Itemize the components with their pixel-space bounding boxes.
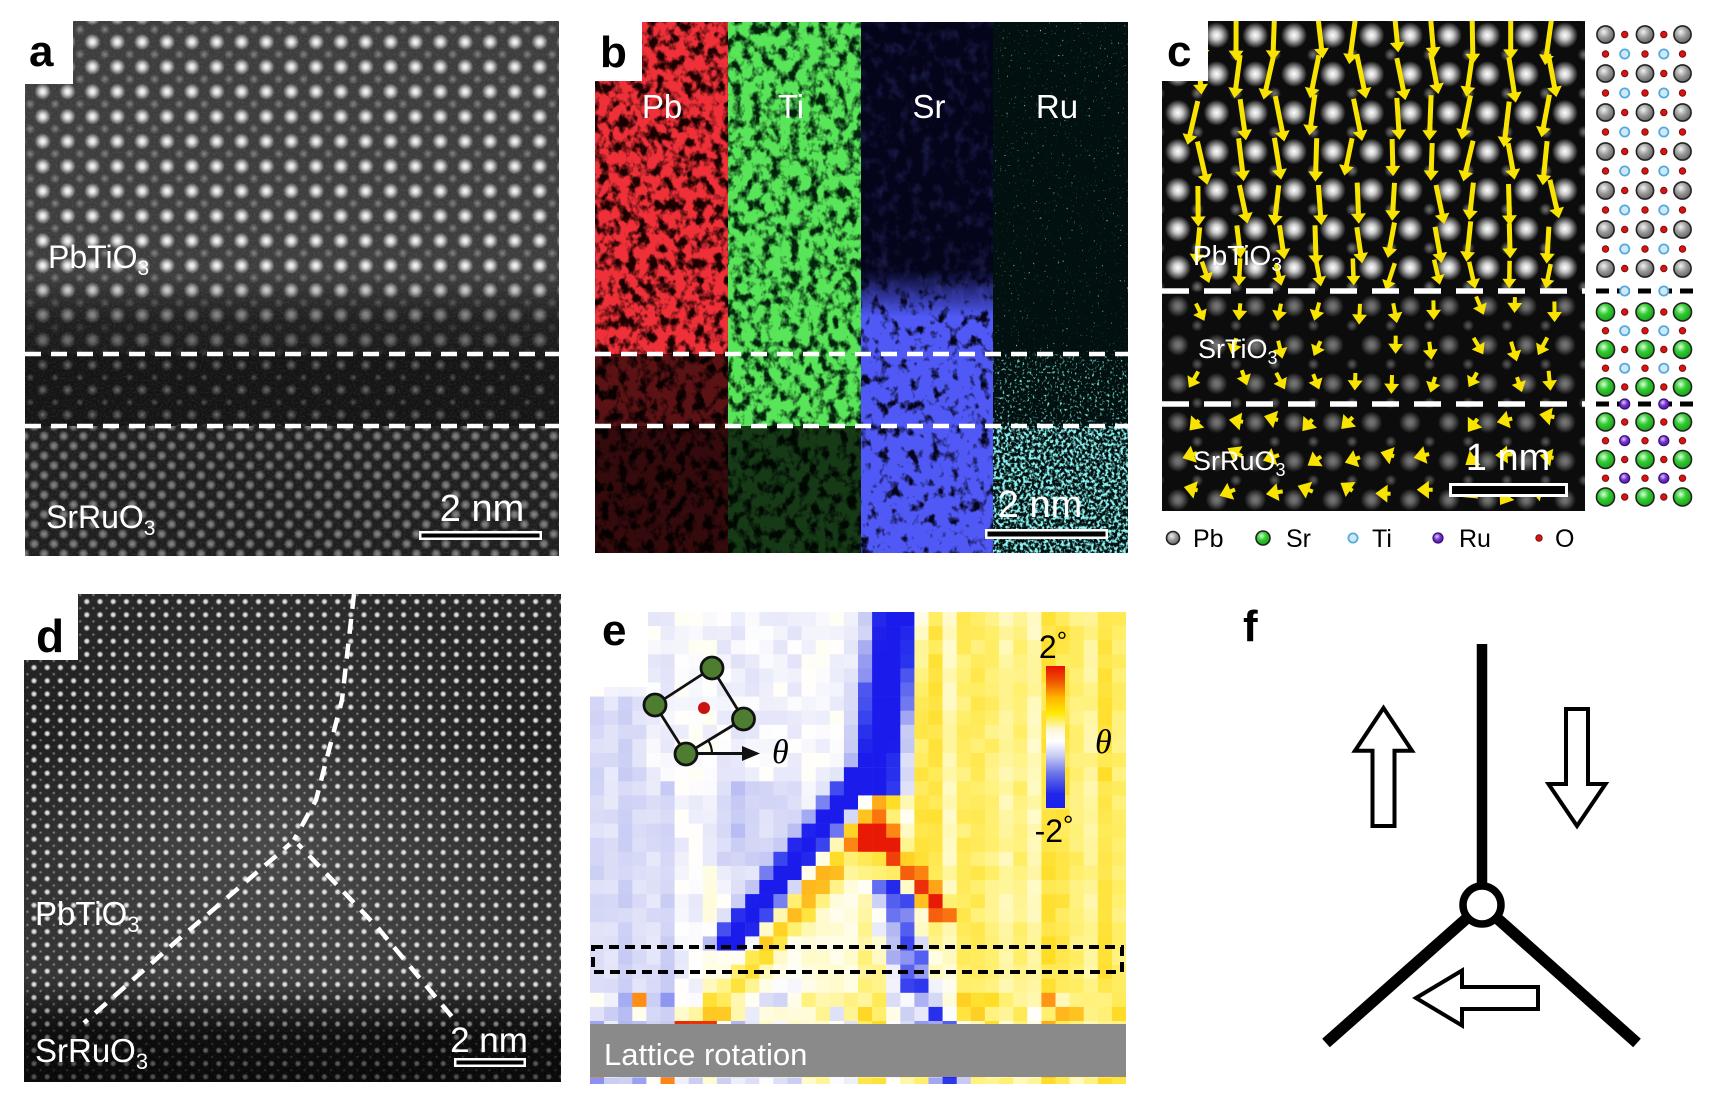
svg-text:Pb: Pb	[1193, 525, 1224, 553]
svg-text:c: c	[1167, 27, 1191, 76]
svg-text:PbTiO3: PbTiO3	[1193, 240, 1282, 276]
svg-text:PbTiO3: PbTiO3	[48, 239, 149, 280]
svg-text:2 nm: 2 nm	[450, 1021, 528, 1060]
svg-text:a: a	[29, 27, 54, 76]
svg-text:θ: θ	[772, 734, 789, 771]
svg-text:Sr: Sr	[913, 88, 946, 125]
svg-text:SrTiO3: SrTiO3	[1198, 334, 1278, 368]
svg-text:b: b	[600, 28, 627, 77]
svg-text:d: d	[36, 610, 64, 662]
svg-text:θ: θ	[1095, 724, 1112, 761]
svg-text:1 nm: 1 nm	[1466, 437, 1550, 479]
svg-text:PbTiO3: PbTiO3	[35, 895, 140, 937]
svg-text:Ru: Ru	[1036, 88, 1078, 125]
svg-text:2 nm: 2 nm	[998, 484, 1082, 526]
svg-text:Sr: Sr	[1286, 525, 1311, 553]
svg-text:Ti: Ti	[778, 88, 804, 125]
svg-text:O: O	[1555, 525, 1574, 553]
svg-text:f: f	[1243, 602, 1258, 651]
svg-text:Pb: Pb	[642, 88, 682, 125]
svg-text:SrRuO3: SrRuO3	[46, 499, 155, 540]
svg-text:SrRuO3: SrRuO3	[35, 1032, 148, 1074]
svg-text:2 nm: 2 nm	[440, 488, 524, 530]
svg-text:Ru: Ru	[1459, 525, 1491, 553]
svg-text:Lattice rotation: Lattice rotation	[604, 1037, 807, 1072]
svg-text:SrRuO3: SrRuO3	[1193, 446, 1286, 480]
svg-text:Ti: Ti	[1372, 525, 1392, 553]
svg-text:e: e	[602, 606, 626, 655]
